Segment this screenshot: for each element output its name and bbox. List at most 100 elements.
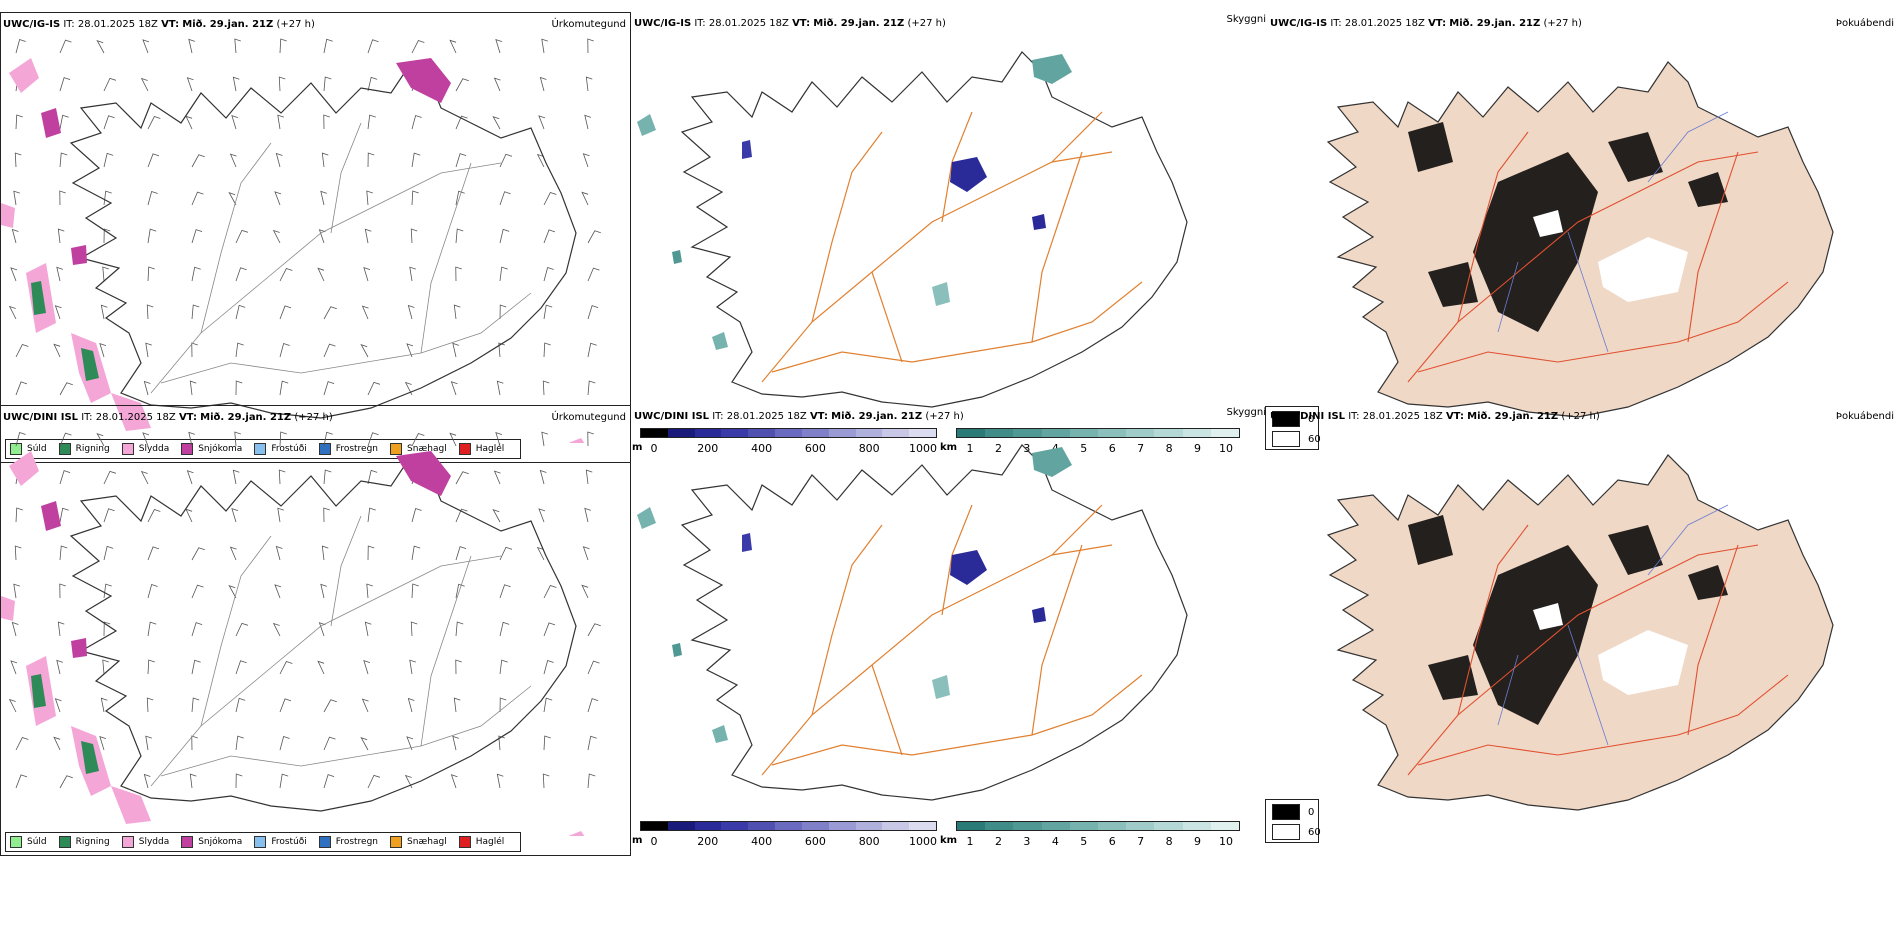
colorbar-segment	[985, 429, 1014, 437]
colorbar-tick: 200	[697, 835, 719, 848]
colorbar-segment	[748, 429, 776, 437]
wind-barb	[272, 229, 281, 244]
colorbar-segment	[828, 822, 856, 830]
wind-barb	[584, 114, 591, 130]
wind-barb	[13, 583, 20, 599]
wind-barb	[538, 508, 546, 523]
colorbar-unit: km	[940, 442, 958, 453]
wind-barb	[410, 621, 418, 637]
wind-barb	[277, 507, 284, 523]
legend-label: Rigning	[75, 444, 110, 454]
wind-barbs	[8, 38, 601, 396]
colorbar-tick: 9	[1194, 835, 1202, 848]
wind-barb	[455, 228, 464, 244]
wind-barb	[404, 381, 413, 396]
wind-barb	[455, 190, 465, 206]
legend-label: Snjókoma	[198, 444, 243, 454]
model-name: UWC/IG-IS	[3, 19, 61, 30]
wind-barb	[59, 432, 72, 447]
wind-barb	[492, 509, 501, 523]
legend-item: Snjókoma	[181, 443, 242, 455]
colorbar-segment	[801, 429, 829, 437]
iceland-outline	[680, 51, 1188, 408]
wind-barb	[361, 305, 369, 320]
vt-value: Mið. 29.jan. 21Z	[1467, 411, 1559, 422]
wind-barb	[495, 431, 503, 447]
wind-barb	[235, 622, 249, 637]
colorbar-segment	[957, 429, 986, 437]
panel-name: Þokuábendi	[1835, 18, 1894, 29]
wind-barb	[103, 545, 114, 561]
colorbar-tick: 400	[751, 442, 773, 455]
colorbar-unit: m	[632, 442, 643, 453]
wind-barb	[147, 116, 161, 130]
wind-barb	[279, 305, 292, 320]
wind-barb	[585, 76, 593, 92]
colorbar-segment	[1182, 429, 1211, 437]
wind-barb	[498, 342, 505, 358]
legend-item: Snæhagl	[390, 836, 447, 848]
iceland-outline	[69, 62, 577, 419]
wind-barb	[543, 697, 553, 713]
colorbar-segment	[828, 429, 856, 437]
colorbar-tick: 4	[1051, 835, 1059, 848]
wind-barb	[411, 433, 425, 447]
wind-barb	[411, 583, 419, 599]
wind-barb	[542, 773, 550, 789]
wind-barb	[320, 583, 327, 599]
wind-barb	[455, 153, 467, 168]
wind-barb	[191, 547, 205, 561]
colorbar-unit: m	[632, 835, 643, 846]
wind-barb	[321, 152, 329, 168]
colorbar-segment	[667, 822, 695, 830]
wind-barb	[499, 546, 513, 561]
wind-barb	[235, 660, 247, 675]
wind-barb	[10, 267, 18, 282]
colorbar-segment	[1126, 822, 1155, 830]
colorbar-tick: 8	[1165, 835, 1173, 848]
colorbar-segment	[1210, 822, 1240, 830]
wind-barb	[449, 432, 457, 447]
vt-label: VT:	[161, 19, 180, 30]
wind-barb	[231, 507, 239, 523]
wind-barb	[231, 114, 239, 130]
wind-barb	[323, 507, 330, 523]
wind-barb	[142, 39, 150, 54]
wind-barb	[15, 507, 23, 523]
wind-barb	[235, 267, 247, 282]
wind-barb	[367, 545, 375, 561]
legend-swatch	[181, 443, 194, 455]
wind-barb	[15, 381, 28, 396]
panel-name: Skyggni	[1226, 407, 1266, 418]
wind-barb	[323, 76, 332, 92]
wind-barb	[323, 774, 335, 789]
lead-time: (+27 h)	[925, 411, 964, 422]
wind-barb	[543, 622, 556, 637]
visibility-m-colorbar: m 0 200 400 600 800 1000	[632, 821, 937, 853]
wind-barb	[323, 114, 330, 130]
wind-barb	[228, 585, 237, 599]
legend-item: Frostúði	[254, 836, 307, 848]
wind-barb	[587, 698, 599, 713]
colorbar-segment	[957, 822, 986, 830]
wind-barb	[366, 583, 373, 599]
colorbar-segment	[1069, 822, 1099, 830]
colorbar-unit: km	[940, 835, 958, 846]
wind-barb	[323, 343, 336, 358]
legend-swatch	[121, 443, 134, 455]
wind-barb	[278, 76, 286, 92]
wind-barb	[10, 660, 18, 675]
fog-legend-item: 0	[1272, 411, 1314, 427]
wind-barb	[279, 735, 290, 751]
legend-swatch	[254, 443, 267, 455]
wind-barb	[582, 153, 590, 168]
panel-name: Skyggni	[1226, 14, 1266, 25]
colorbar-tick: 5	[1080, 442, 1088, 455]
colorbar-tick: 1000	[909, 835, 937, 848]
wind-barb	[320, 190, 327, 206]
colorbar-tick: 800	[858, 835, 880, 848]
wind-barb	[455, 471, 469, 485]
wind-barb	[543, 735, 551, 751]
wind-barb	[15, 344, 29, 358]
fog-areas	[1408, 122, 1728, 332]
